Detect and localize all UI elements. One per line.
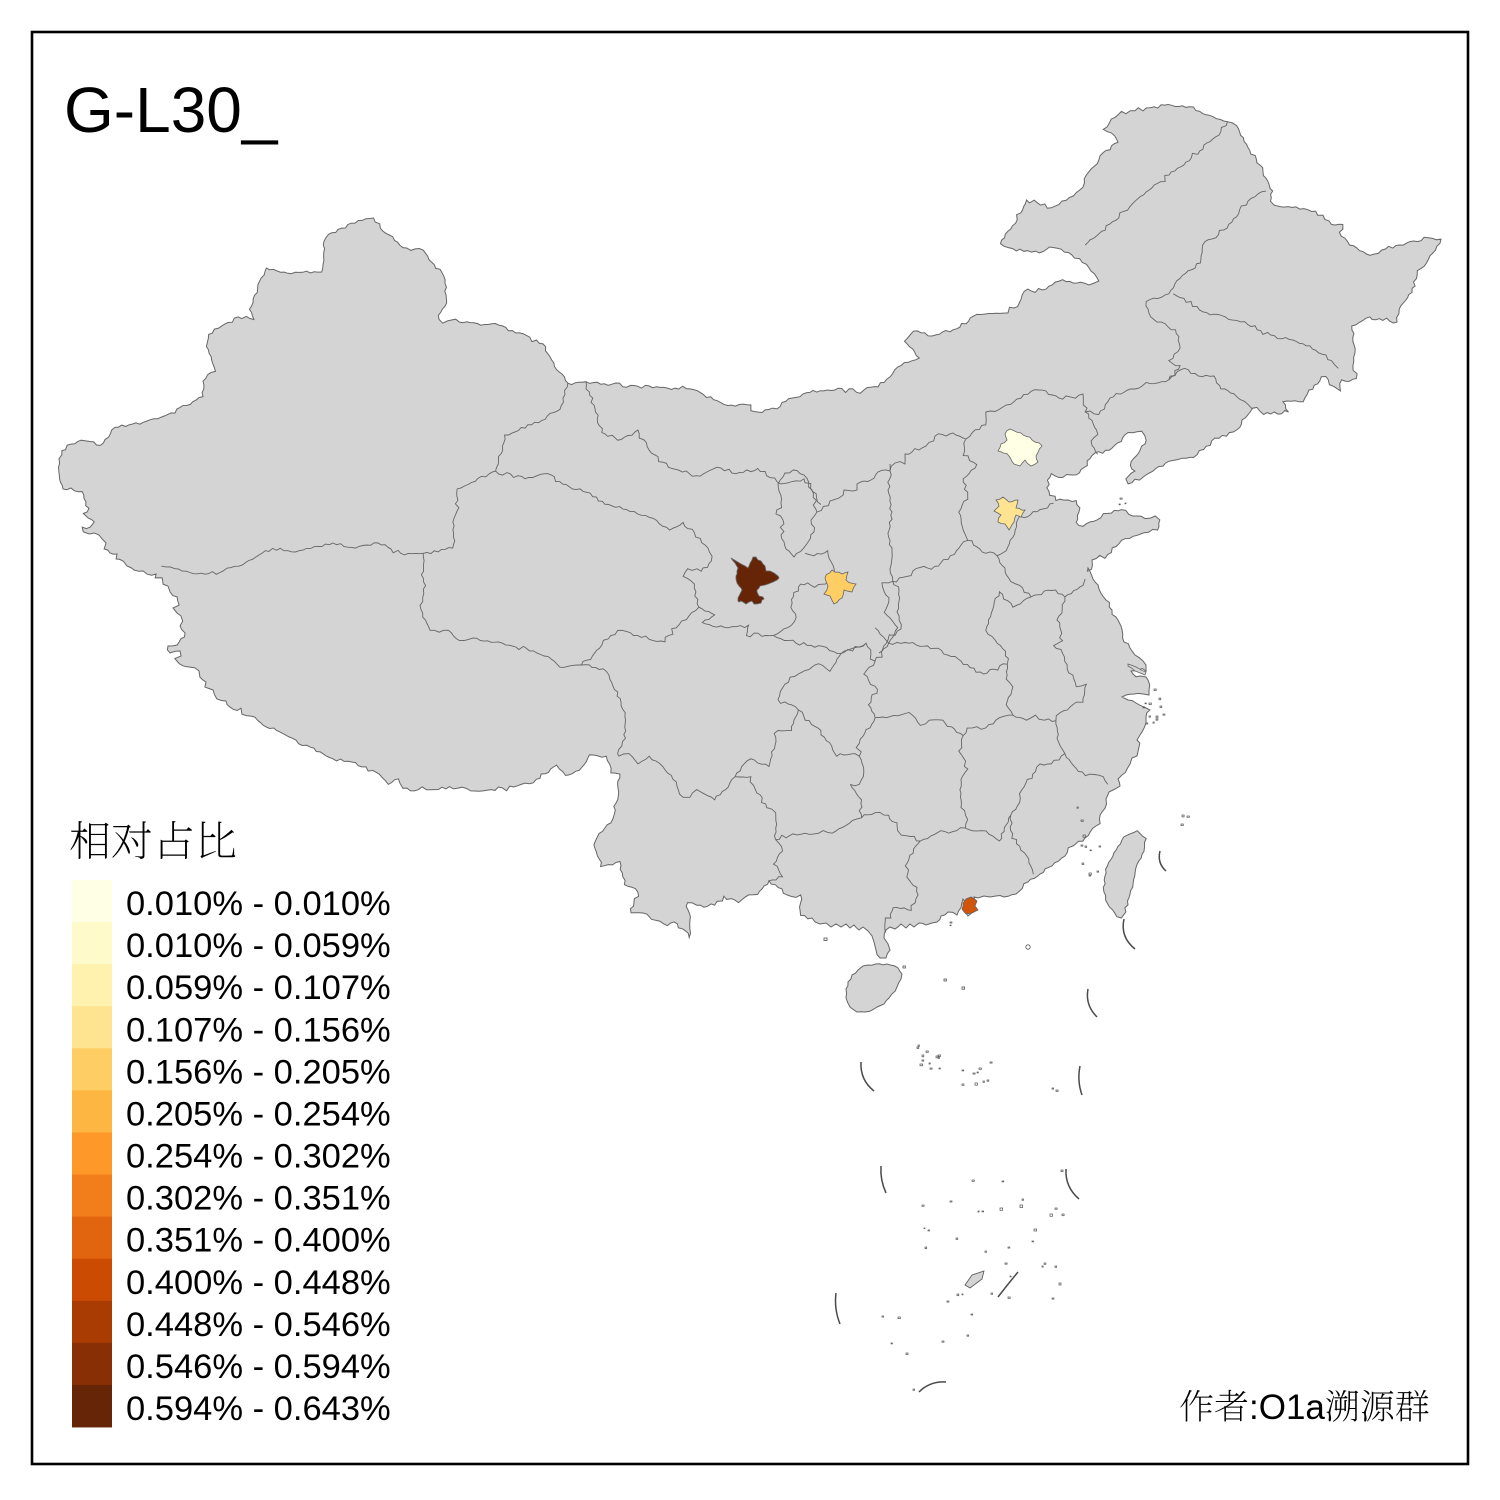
svg-text:0.254% - 0.302%: 0.254% - 0.302% [126,1138,391,1176]
svg-text:0.351% - 0.400%: 0.351% - 0.400% [126,1222,391,1260]
svg-text:0.107% - 0.156%: 0.107% - 0.156% [126,1011,391,1049]
svg-text:0.448% - 0.546%: 0.448% - 0.546% [126,1306,391,1344]
svg-text:0.205% - 0.254%: 0.205% - 0.254% [126,1095,391,1133]
svg-text:0.302% - 0.351%: 0.302% - 0.351% [126,1180,391,1218]
svg-text:0.156% - 0.205%: 0.156% - 0.205% [126,1053,391,1091]
svg-text::O1a: :O1a [1249,1388,1325,1427]
svg-text:0.059% - 0.107%: 0.059% - 0.107% [126,969,391,1007]
svg-text:0.010% - 0.010%: 0.010% - 0.010% [126,885,391,923]
svg-text:0.010% - 0.059%: 0.010% - 0.059% [126,927,391,965]
svg-text:0.546% - 0.594%: 0.546% - 0.594% [126,1348,391,1386]
svg-text:G-L30_: G-L30_ [64,74,279,146]
svg-text:0.594% - 0.643%: 0.594% - 0.643% [126,1390,391,1428]
svg-text:0.400% - 0.448%: 0.400% - 0.448% [126,1264,391,1302]
